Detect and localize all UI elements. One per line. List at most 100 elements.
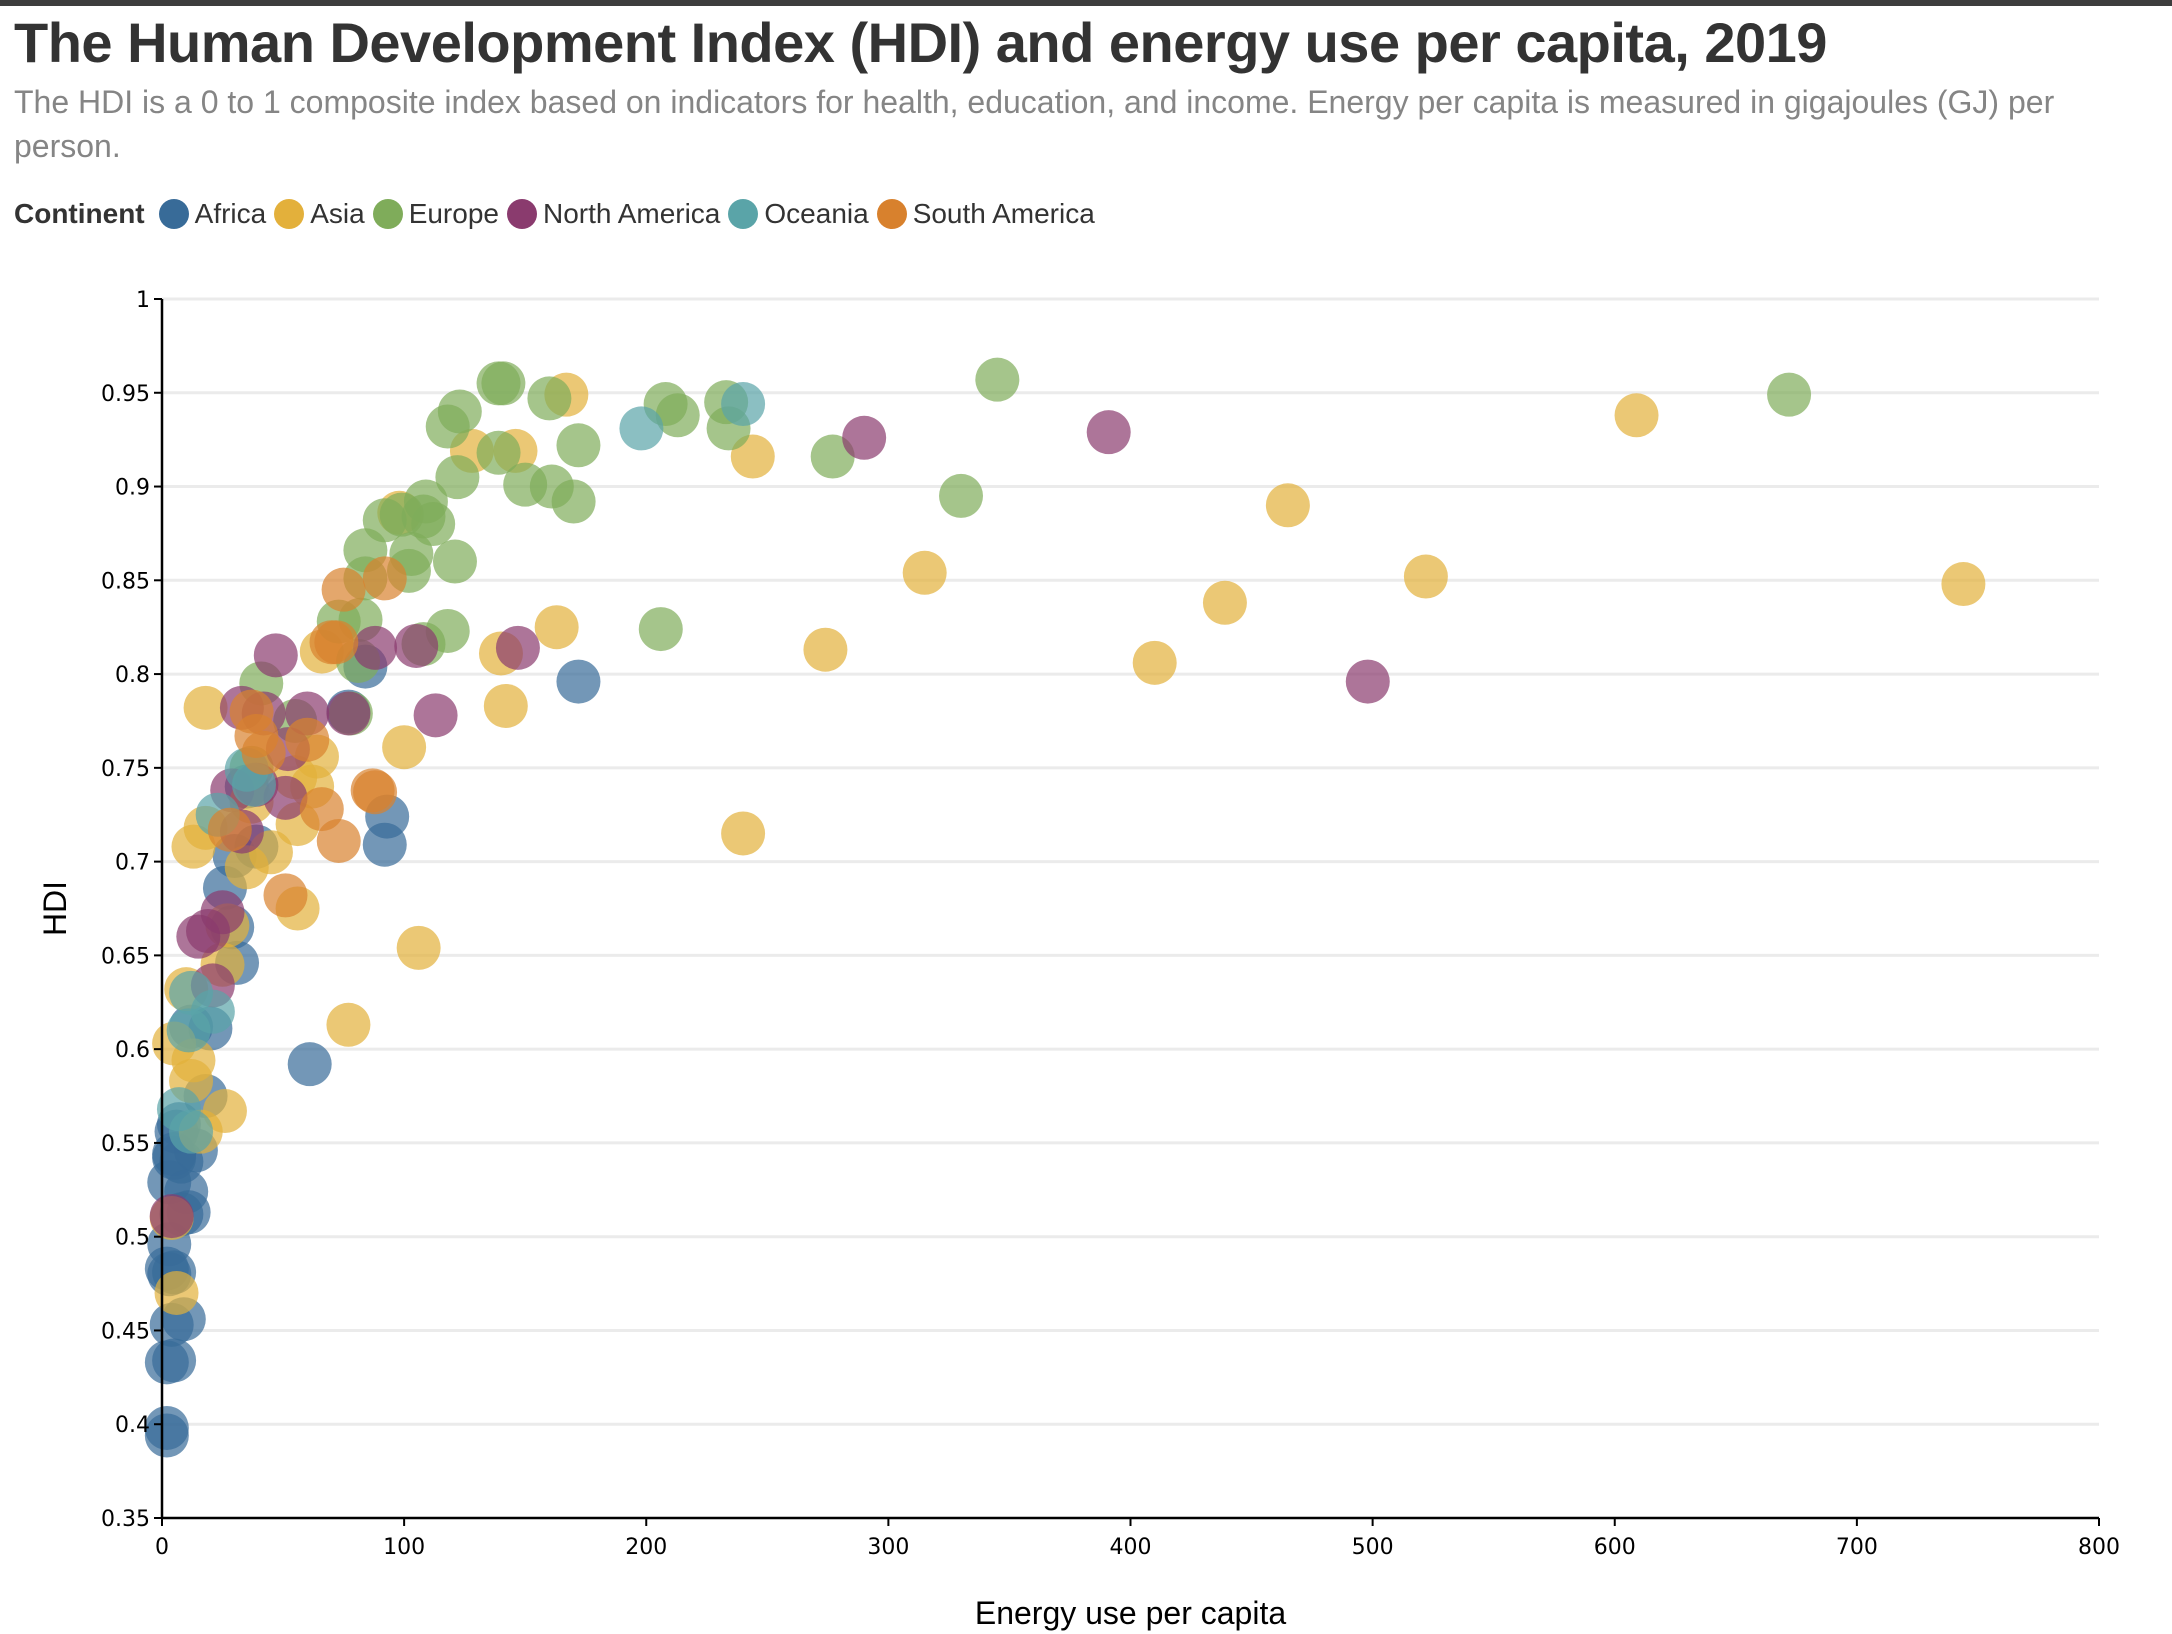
x-tick-label: 800 xyxy=(2078,1535,2120,1560)
legend-label: South America xyxy=(912,198,1095,229)
legend-label: Africa xyxy=(194,198,267,229)
point-oceania[interactable] xyxy=(721,382,766,427)
point-europe[interactable] xyxy=(1767,372,1812,417)
point-oceania[interactable] xyxy=(169,1109,214,1154)
y-tick-label: 0.85 xyxy=(101,569,150,594)
y-tick-label: 0.65 xyxy=(101,944,150,969)
point-africa[interactable] xyxy=(152,1338,197,1383)
axes: 0.35 0.4 0.45 0.5 0.55 0.6 0.65 0.7 0.75 0.8 0.85 0… xyxy=(101,288,2120,1560)
legend-swatch-africa xyxy=(158,199,189,229)
point-asia[interactable] xyxy=(1614,393,1659,438)
legend-label: Europe xyxy=(408,198,499,229)
legend-swatch-oceania xyxy=(728,199,759,229)
point-asia[interactable] xyxy=(534,605,579,650)
y-tick-label: 0.4 xyxy=(115,1413,150,1438)
point-europe[interactable] xyxy=(527,376,572,421)
point-asia[interactable] xyxy=(154,1270,199,1315)
y-tick-label: 0.75 xyxy=(101,757,150,782)
legend-swatch-south-america xyxy=(876,199,907,229)
point-asia[interactable] xyxy=(1403,554,1448,599)
y-tick-label: 0.35 xyxy=(101,1507,150,1532)
point-north-america[interactable] xyxy=(1345,659,1390,704)
data-points xyxy=(144,357,1986,1458)
point-south-america[interactable] xyxy=(321,567,366,612)
x-tick-label: 600 xyxy=(1594,1535,1636,1560)
point-europe[interactable] xyxy=(551,479,596,524)
point-asia[interactable] xyxy=(902,550,947,595)
point-north-america[interactable] xyxy=(413,693,458,738)
point-europe[interactable] xyxy=(481,361,526,406)
legend-item-oceania[interactable]: Oceania xyxy=(728,198,869,230)
point-asia[interactable] xyxy=(483,683,528,728)
point-europe[interactable] xyxy=(432,539,477,584)
y-tick-label: 0.95 xyxy=(101,382,150,407)
point-south-america[interactable] xyxy=(207,807,252,852)
point-africa[interactable] xyxy=(362,822,407,867)
point-europe[interactable] xyxy=(556,423,601,468)
point-north-america[interactable] xyxy=(176,914,221,959)
legend-title: Continent xyxy=(14,198,145,229)
point-north-america[interactable] xyxy=(326,691,371,736)
point-south-america[interactable] xyxy=(263,873,308,918)
point-europe[interactable] xyxy=(379,492,424,537)
point-south-america[interactable] xyxy=(316,818,361,863)
legend: Continent Africa Asia Europe North Ameri… xyxy=(14,198,1103,230)
x-tick-label: 200 xyxy=(625,1535,667,1560)
y-tick-label: 0.55 xyxy=(101,1132,150,1157)
point-south-america[interactable] xyxy=(241,730,286,775)
legend-item-africa[interactable]: Africa xyxy=(158,198,267,230)
legend-swatch-europe xyxy=(372,199,403,229)
point-north-america[interactable] xyxy=(1086,410,1131,455)
y-axis-title: HDI xyxy=(37,881,73,936)
point-asia[interactable] xyxy=(721,811,766,856)
point-asia[interactable] xyxy=(183,685,228,730)
point-asia[interactable] xyxy=(1265,483,1310,528)
top-border-bar xyxy=(0,0,2172,6)
point-asia[interactable] xyxy=(803,627,848,672)
point-asia[interactable] xyxy=(396,925,441,970)
point-north-america[interactable] xyxy=(842,415,887,460)
point-europe[interactable] xyxy=(435,455,480,500)
legend-label: Asia xyxy=(310,198,365,229)
point-south-america[interactable] xyxy=(353,770,398,815)
point-europe[interactable] xyxy=(638,607,683,652)
point-asia[interactable] xyxy=(224,845,269,890)
point-africa[interactable] xyxy=(144,1413,189,1458)
point-south-america[interactable] xyxy=(309,620,354,665)
x-tick-label: 0 xyxy=(155,1535,169,1560)
legend-item-europe[interactable]: Europe xyxy=(372,198,499,230)
legend-item-south-america[interactable]: South America xyxy=(876,198,1095,230)
point-oceania[interactable] xyxy=(619,406,664,451)
point-africa[interactable] xyxy=(556,659,601,704)
point-asia[interactable] xyxy=(326,1002,371,1047)
point-north-america[interactable] xyxy=(495,625,540,670)
point-europe[interactable] xyxy=(975,357,1020,402)
legend-item-north-america[interactable]: North America xyxy=(506,198,720,230)
x-tick-label: 700 xyxy=(1836,1535,1878,1560)
y-tick-label: 1 xyxy=(136,288,150,313)
point-europe[interactable] xyxy=(476,430,521,475)
legend-item-asia[interactable]: Asia xyxy=(274,198,365,230)
point-south-america[interactable] xyxy=(362,556,407,601)
point-asia[interactable] xyxy=(1132,640,1177,685)
y-tick-label: 0.45 xyxy=(101,1319,150,1344)
point-europe[interactable] xyxy=(425,404,470,449)
point-asia[interactable] xyxy=(1202,580,1247,625)
point-oceania[interactable] xyxy=(166,1008,211,1053)
y-tick-label: 0.5 xyxy=(115,1226,150,1251)
point-south-america[interactable] xyxy=(285,717,330,762)
x-tick-label: 300 xyxy=(867,1535,909,1560)
chart-subtitle: The HDI is a 0 to 1 composite index base… xyxy=(14,84,2055,164)
point-europe[interactable] xyxy=(939,473,984,518)
point-north-america[interactable] xyxy=(394,623,439,668)
point-africa[interactable] xyxy=(287,1042,332,1087)
point-asia[interactable] xyxy=(382,725,427,770)
point-north-america[interactable] xyxy=(253,633,298,678)
point-north-america[interactable] xyxy=(353,625,398,670)
point-north-america[interactable] xyxy=(149,1194,194,1239)
legend-swatch-north-america xyxy=(506,199,537,229)
point-europe[interactable] xyxy=(655,393,700,438)
y-tick-label: 0.9 xyxy=(115,476,150,501)
point-asia[interactable] xyxy=(1941,562,1986,607)
y-tick-label: 0.6 xyxy=(115,1038,150,1063)
